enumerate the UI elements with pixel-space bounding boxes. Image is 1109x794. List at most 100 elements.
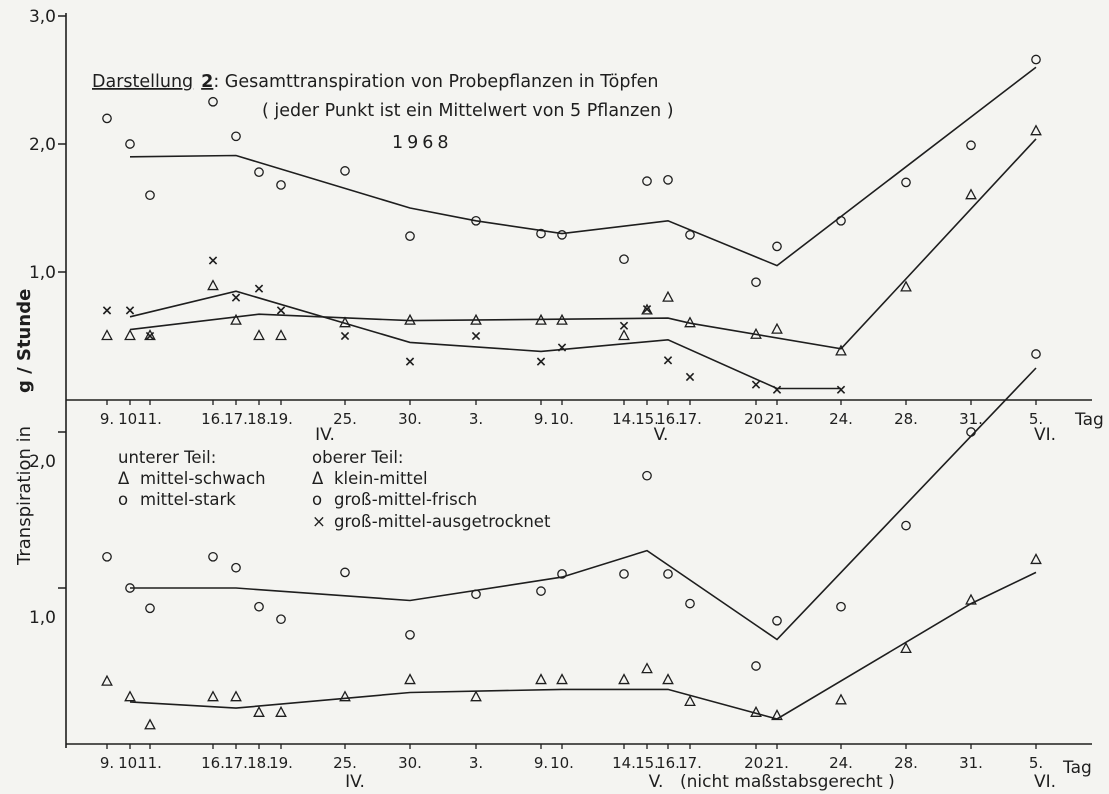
x-tick-label-bottom: 28. (894, 754, 918, 772)
axes (65, 13, 1092, 748)
data-point-circle (276, 180, 286, 190)
data-point-circle (751, 661, 761, 671)
data-point-triangle (535, 313, 547, 325)
x-tick-label-top: 5. (1029, 410, 1043, 428)
x-tick-label-bottom: 17. (678, 754, 702, 772)
data-point-triangle (124, 690, 136, 702)
x-tick-label-top: 21. (765, 410, 789, 428)
x-tick-label-bottom: 11. (138, 754, 162, 772)
title-number: 2 (201, 72, 213, 92)
x-tick-label-top: 10. (118, 410, 142, 428)
data-point-cross (772, 385, 782, 394)
data-point-circle (231, 131, 241, 142)
x-tick-label-top: 31. (959, 410, 983, 428)
y-tick-labels: 3,0 2,0 1,0 2,0 1,0 (29, 7, 56, 628)
data-point-circle (145, 190, 155, 201)
title-block: Darstellung 2: Gesamttranspiration von Pr… (92, 72, 674, 153)
x-unit-top: Tag (1074, 410, 1104, 430)
x-tick-label-top: 17. (224, 410, 248, 428)
data-point-triangle (662, 290, 674, 302)
data-point-cross (471, 331, 481, 341)
data-points (101, 54, 1042, 730)
month-label-bottom-apr: IV. (345, 772, 365, 792)
month-label-top-jun: VI. (1034, 425, 1056, 445)
data-point-circle (102, 551, 112, 562)
data-point-cross (642, 304, 652, 314)
legend-lower-item-2-marker: o (118, 490, 128, 509)
data-point-triangle (124, 329, 136, 341)
data-point-cross (557, 343, 567, 352)
data-point-circle (405, 629, 415, 640)
chart-title: Darstellung 2: Gesamttranspiration von Pr… (92, 72, 659, 92)
trend-line-groß-mittel-ausgetrocknet (129, 290, 841, 390)
y-axis-label-unit: g / Stunde (14, 289, 35, 393)
data-point-circle (966, 140, 976, 151)
data-point-triangle (641, 662, 653, 674)
x-tick-labels: 9.9.10.10.11.11.16.16.17.17.18.18.19.19.… (100, 410, 1043, 772)
data-point-circle (557, 569, 567, 579)
data-point-circle (471, 215, 481, 226)
trend-line-groß-mittel-frisch (129, 66, 1037, 267)
data-point-circle (1031, 349, 1041, 359)
data-point-circle (102, 113, 112, 124)
x-tick-label-top: 24. (829, 410, 853, 428)
data-point-circle (772, 615, 782, 626)
data-point-triangle (750, 327, 762, 339)
data-point-cross (340, 331, 350, 341)
y-axis-label: Transpiration in g / Stunde (14, 289, 35, 566)
y-tick-label-bottom-2: 2,0 (29, 452, 56, 472)
data-point-circle (405, 231, 415, 242)
data-point-triangle (253, 705, 265, 717)
data-point-cross (102, 306, 112, 315)
x-tick-label-bottom: 20. (744, 754, 768, 772)
data-point-triangle (470, 313, 482, 325)
x-tick-label-top: 28. (894, 410, 918, 428)
data-point-cross (145, 331, 155, 341)
data-point-triangle (275, 705, 287, 717)
data-point-circle (663, 174, 673, 185)
data-point-triangle (618, 673, 630, 685)
data-point-triangle (684, 316, 696, 328)
x-tick-label-bottom: 31. (959, 754, 983, 772)
month-label-bottom-jun: VI. (1034, 772, 1056, 792)
data-point-cross (663, 356, 673, 365)
data-point-triangle (641, 303, 653, 315)
x-tick-label-bottom: 15. (635, 754, 659, 772)
data-point-triangle (965, 593, 977, 605)
x-tick-label-bottom: 18. (247, 754, 271, 772)
x-axis-annotations: IV. V. VI. Tag IV. V. (nicht maßstabsger… (315, 410, 1104, 792)
x-tick-label-top: 19. (269, 410, 293, 428)
x-tick-label-bottom: 14. (612, 754, 636, 772)
x-tick-label-top: 30. (398, 410, 422, 428)
data-point-triangle (339, 316, 351, 328)
data-point-circle (536, 586, 546, 596)
data-point-circle (340, 166, 350, 176)
data-point-cross (276, 306, 286, 315)
month-label-top-apr: IV. (315, 425, 335, 445)
y-axis-label-prefix: Transpiration in (14, 426, 35, 566)
legend-upper-item-3-marker: × (312, 512, 326, 531)
data-point-cross (405, 357, 415, 366)
x-tick-label-bottom: 19. (269, 754, 293, 772)
chart-year: 1968 (392, 133, 453, 153)
data-point-circle (254, 601, 264, 612)
x-tick-label-top: 18. (247, 410, 271, 428)
data-point-triangle (404, 673, 416, 685)
data-point-circle (536, 228, 546, 239)
y-tick-label-bottom-1: 1,0 (29, 608, 56, 628)
data-point-triangle (835, 693, 847, 705)
x-tick-label-top: 11. (138, 410, 162, 428)
data-point-triangle (535, 673, 547, 685)
data-point-triangle (662, 673, 674, 685)
data-point-circle (619, 254, 629, 265)
data-point-circle (836, 601, 846, 612)
data-point-triangle (470, 690, 482, 702)
x-tick-label-top: 15. (635, 410, 659, 428)
data-point-triangle (101, 674, 113, 686)
legend-lower-heading: unterer Teil: (118, 448, 216, 467)
x-unit-bottom: Tag (1062, 758, 1092, 778)
legend-lower-item-1-label: mittel-schwach (140, 469, 266, 488)
data-point-cross (751, 380, 761, 389)
data-point-circle (231, 562, 241, 573)
data-point-cross (254, 284, 264, 293)
